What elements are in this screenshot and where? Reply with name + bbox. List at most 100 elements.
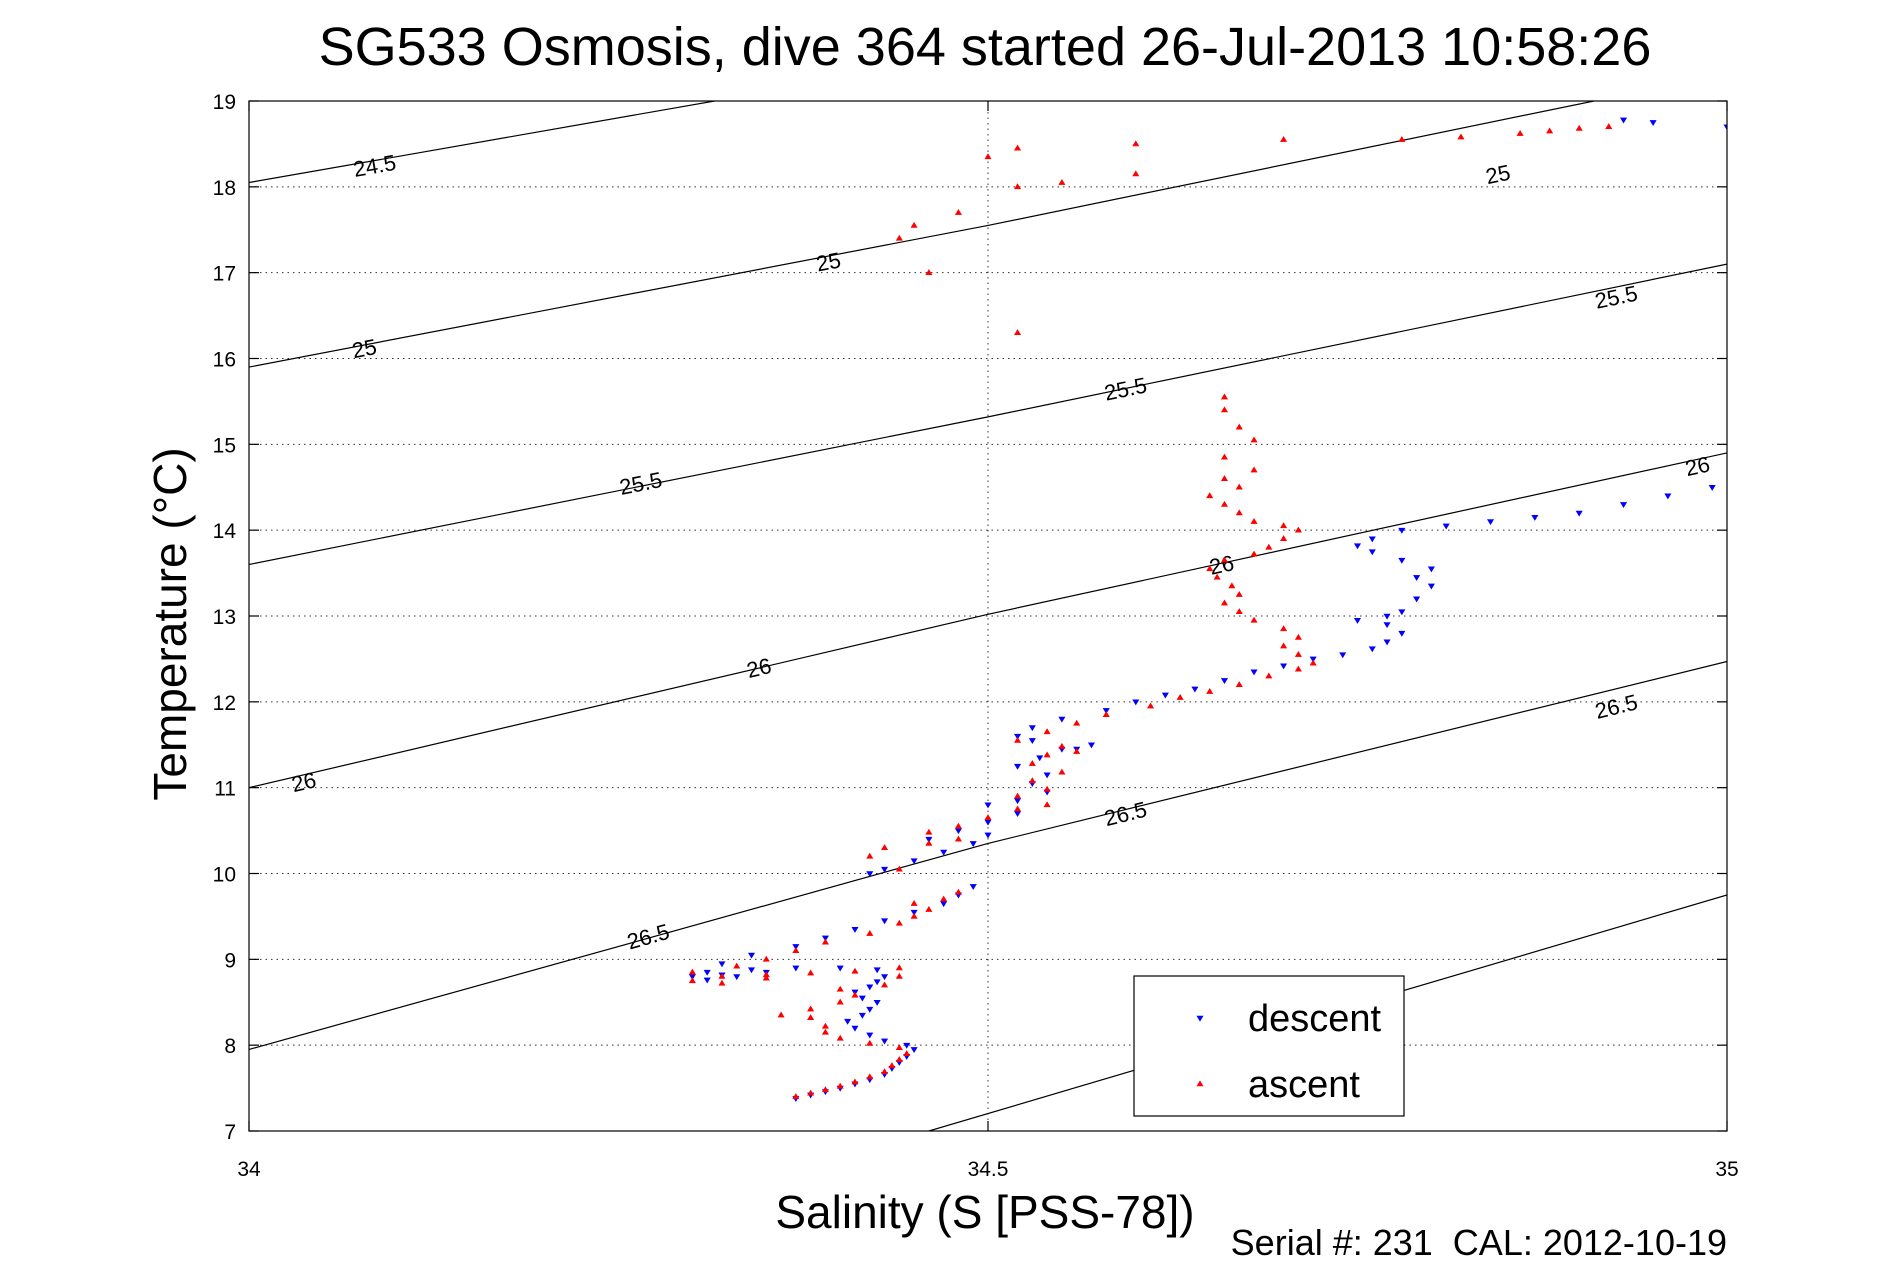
y-tick-label: 8 — [224, 1035, 236, 1058]
ascent-marker — [821, 938, 829, 945]
descent-marker — [1620, 117, 1628, 124]
ascent-marker — [954, 835, 962, 842]
descent-marker — [881, 918, 889, 925]
ascent-marker — [954, 208, 962, 215]
density-contour-25.5 — [249, 263, 1727, 566]
ascent-marker — [807, 1005, 815, 1012]
ascent-marker — [688, 977, 696, 984]
descent-marker — [1014, 733, 1022, 740]
descent-marker — [703, 977, 711, 984]
descent-marker — [866, 871, 874, 878]
ascent-marker — [895, 234, 903, 241]
ascent-marker — [1235, 483, 1243, 490]
descent-marker — [1398, 557, 1406, 564]
x-tick-label: 34 — [237, 1158, 261, 1181]
ascent-marker — [807, 1089, 815, 1096]
descent-marker — [1398, 630, 1406, 637]
descent-marker — [851, 926, 859, 933]
y-tick-label: 9 — [224, 949, 236, 972]
descent-marker — [1413, 596, 1421, 603]
ascent-marker — [1220, 406, 1229, 413]
descent-marker — [969, 841, 977, 848]
ascent-marker — [1294, 651, 1302, 657]
descent-marker — [984, 832, 992, 839]
descent-marker — [1398, 609, 1406, 616]
descent-marker — [1368, 536, 1376, 543]
ascent-marker — [1250, 616, 1258, 623]
ascent-marker — [910, 912, 918, 919]
ascent-marker — [1235, 423, 1243, 430]
descent-marker — [1250, 669, 1258, 676]
plot-axes — [248, 100, 1728, 1132]
descent-marker — [940, 849, 948, 856]
ascent-marker — [1206, 687, 1214, 694]
descent-marker — [747, 967, 756, 974]
ascent-marker — [895, 919, 903, 926]
descent-marker — [1353, 617, 1362, 624]
ascent-marker — [881, 844, 889, 851]
ascent-marker — [1102, 711, 1110, 718]
ascent-marker — [1176, 693, 1184, 700]
ascent-marker — [1220, 500, 1229, 507]
descent-marker — [1043, 772, 1051, 779]
ascent-marker — [1280, 625, 1288, 632]
x-axis-label: Salinity (S [PSS-78]) — [775, 1186, 1194, 1238]
ascent-marker — [807, 1014, 815, 1020]
ascent-marker — [1073, 719, 1081, 726]
ascent-marker — [1398, 136, 1406, 142]
ascent-marker — [895, 865, 903, 872]
ascent-marker — [851, 967, 859, 974]
descent-marker — [984, 802, 992, 809]
ascent-marker — [836, 985, 844, 992]
ascent-marker — [1028, 777, 1036, 784]
descent-marker — [1220, 678, 1229, 684]
y-tick-label: 16 — [213, 349, 236, 372]
x-tick-labels: 34 34.5 35 — [237, 1158, 1738, 1181]
ascent-marker — [1280, 522, 1288, 529]
ascent-marker — [1280, 535, 1288, 542]
ascent-marker — [1220, 475, 1229, 481]
descent-marker — [703, 969, 711, 976]
density-contour-25 — [249, 101, 1595, 368]
ascent-marker — [807, 969, 815, 976]
ascent-marker — [895, 964, 903, 971]
y-tick-label: 12 — [213, 692, 236, 715]
ascent-marker — [1058, 178, 1066, 185]
descent-marker — [925, 836, 933, 843]
ascent-marker — [881, 981, 889, 988]
descent-marker — [1028, 725, 1036, 732]
density-contour-26.5 — [249, 660, 1727, 1051]
contour-label: 26 — [744, 653, 774, 683]
ascent-marker — [1220, 556, 1229, 563]
y-tick-label: 18 — [213, 177, 236, 200]
ascent-marker — [984, 153, 992, 160]
descent-marker — [903, 1042, 911, 1049]
serial-cal-footer: Serial #: 231 CAL: 2012-10-19 — [1231, 1222, 1727, 1262]
descent-marker — [881, 1038, 889, 1045]
descent-marker — [792, 965, 800, 972]
ascent-marker — [1014, 736, 1022, 743]
ascent-marker — [925, 839, 933, 846]
contour-label: 25 — [814, 247, 843, 276]
descent-marker — [1353, 543, 1362, 550]
ascent-marker — [1073, 748, 1081, 754]
density-contour-26 — [249, 452, 1727, 789]
ascent-marker — [1132, 170, 1140, 177]
descent-marker — [1383, 613, 1391, 620]
descent-marker — [873, 999, 881, 1006]
ascent-marker — [940, 895, 948, 902]
descent-marker — [836, 965, 844, 972]
ascent-marker — [1220, 393, 1229, 400]
descent-marker — [1339, 652, 1347, 659]
descent-marker — [1813, 126, 1819, 131]
ascent-marker — [733, 962, 741, 969]
ascent-marker — [1213, 573, 1221, 580]
descent-marker — [1531, 514, 1539, 521]
legend-label-descent: descent — [1248, 998, 1382, 1040]
ascent-marker — [866, 1039, 874, 1046]
descent-marker — [873, 979, 881, 986]
ascent-marker — [762, 974, 770, 981]
ascent-marker — [1546, 127, 1554, 134]
legend-label-ascent: ascent — [1248, 1064, 1360, 1106]
ascent-marker — [1043, 728, 1051, 735]
